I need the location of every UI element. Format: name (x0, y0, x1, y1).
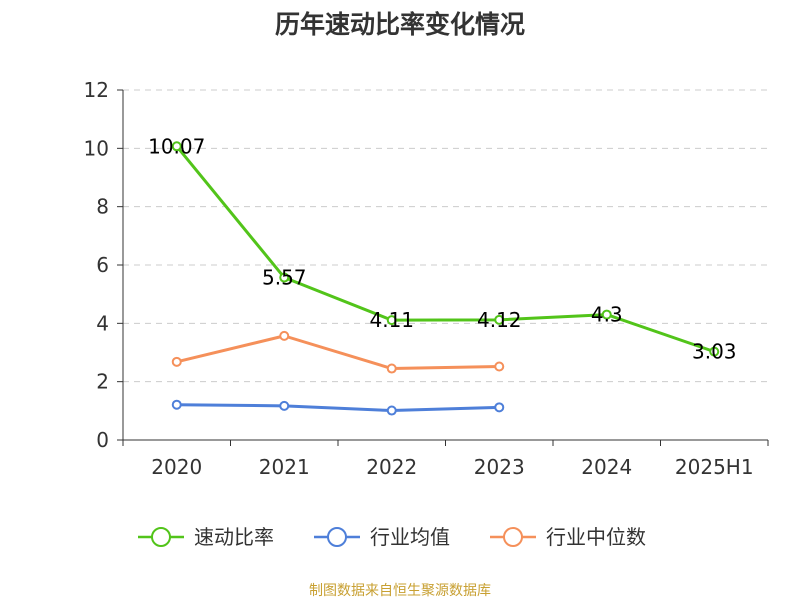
y-tick-label: 10 (84, 136, 109, 160)
series-1 (171, 399, 505, 416)
data-point[interactable] (494, 361, 505, 372)
x-tick-label: 2020 (151, 455, 202, 479)
data-point[interactable] (386, 363, 397, 374)
source-note: 制图数据来自恒生聚源数据库 (309, 583, 491, 599)
x-tick-label: 2024 (581, 455, 632, 479)
data-label: 10.07 (148, 134, 205, 158)
series-0 (171, 141, 720, 357)
chart-title: 历年速动比率变化情况 (275, 10, 525, 39)
series (171, 141, 720, 416)
legend-marker-icon (151, 527, 171, 547)
data-point[interactable] (494, 402, 505, 413)
grid-lines (123, 89, 768, 383)
data-label: 5.57 (262, 266, 307, 290)
y-tick-label: 6 (96, 253, 109, 277)
y-tick-label: 2 (96, 370, 109, 394)
legend-marker-icon (503, 527, 523, 547)
legend-label: 行业均值 (370, 525, 450, 549)
axes: 0 2 4 6 8 10 12 2020 2021 2022 2023 2024 2025H1 (84, 78, 769, 479)
data-point[interactable] (494, 314, 505, 325)
data-label: 3.03 (692, 340, 737, 364)
y-tick-label: 8 (96, 195, 109, 219)
data-label: 4.11 (369, 308, 414, 332)
data-point[interactable] (279, 272, 290, 283)
data-point[interactable] (386, 405, 397, 416)
data-point[interactable] (171, 141, 182, 152)
data-point[interactable] (601, 309, 612, 320)
x-tick-label: 2023 (474, 455, 525, 479)
data-point[interactable] (279, 330, 290, 341)
data-label: 4.3 (591, 303, 623, 327)
data-point[interactable] (279, 400, 290, 411)
data-label: 4.12 (477, 308, 522, 332)
legend-label: 行业中位数 (546, 525, 646, 549)
data-point[interactable] (171, 399, 182, 410)
y-tick-label: 12 (84, 78, 109, 102)
series-line (176, 403, 500, 413)
legend[interactable]: 速动比率 行业均值 行业中位数 (138, 525, 646, 549)
x-tick-label: 2025H1 (675, 455, 754, 479)
x-tick-label: 2022 (366, 455, 417, 479)
series-2 (171, 330, 505, 374)
legend-item-1[interactable]: 行业均值 (314, 525, 450, 549)
legend-item-2[interactable]: 行业中位数 (490, 525, 646, 549)
series-line (176, 334, 500, 371)
data-labels: 10.07 5.57 4.11 4.12 4.3 3.03 (148, 134, 736, 363)
x-tick-label: 2021 (259, 455, 310, 479)
data-point[interactable] (386, 315, 397, 326)
data-point[interactable] (709, 346, 720, 357)
legend-item-0[interactable]: 速动比率 (138, 525, 274, 549)
series-line (175, 145, 715, 354)
y-tick-label: 0 (96, 428, 109, 452)
y-tick-label: 4 (96, 311, 109, 335)
data-point[interactable] (171, 356, 182, 367)
legend-label: 速动比率 (194, 525, 274, 549)
legend-marker-icon (327, 527, 347, 547)
